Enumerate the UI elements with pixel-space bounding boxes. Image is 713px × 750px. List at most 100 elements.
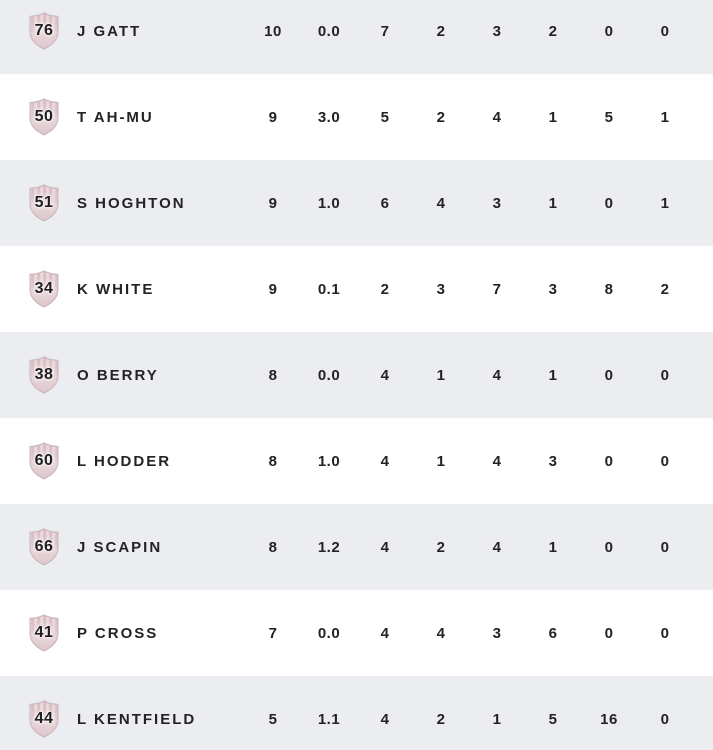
stat-value: 4 (380, 538, 390, 556)
stat-value: 1.1 (317, 710, 341, 728)
stat-value: 8 (604, 280, 614, 298)
player-number: 44 (34, 710, 54, 727)
stat-value: 2 (436, 710, 446, 728)
table-row[interactable]: 50 T AH-MU 9 3.0 5 2 4 1 5 1 (0, 74, 713, 160)
stat-value: 7 (492, 280, 502, 298)
stat-value: 3 (492, 624, 502, 642)
stat-value: 4 (436, 624, 446, 642)
stat-value: 3 (492, 194, 502, 212)
stat-value: 2 (660, 280, 670, 298)
stat-value: 8 (268, 366, 278, 384)
stat-value: 3 (548, 280, 558, 298)
table-row[interactable]: 60 L HODDER 8 1.0 4 1 4 3 0 0 (0, 418, 713, 504)
stat-value: 1 (548, 366, 558, 384)
stat-value: 2 (380, 280, 390, 298)
stat-value: 5 (604, 108, 614, 126)
stat-value: 4 (380, 452, 390, 470)
player-number: 41 (34, 624, 54, 641)
stat-value: 9 (268, 280, 278, 298)
player-number: 60 (34, 452, 54, 469)
player-number: 51 (34, 194, 54, 211)
stat-value: 1 (660, 194, 670, 212)
stat-value: 0.0 (317, 624, 341, 642)
stat-value: 0 (660, 22, 670, 40)
stat-value: 0 (604, 366, 614, 384)
stat-value: 0 (604, 624, 614, 642)
stat-value: 16 (600, 710, 618, 728)
player-number: 38 (34, 366, 54, 383)
player-number: 50 (34, 108, 54, 125)
stat-value: 5 (380, 108, 390, 126)
stat-value: 7 (268, 624, 278, 642)
stat-value: 2 (436, 108, 446, 126)
table-row[interactable]: 34 K WHITE 9 0.1 2 3 7 3 8 2 (0, 246, 713, 332)
table-row[interactable]: 41 P CROSS 7 0.0 4 4 3 6 0 0 (0, 590, 713, 676)
stat-value: 6 (548, 624, 558, 642)
stat-value: 5 (268, 710, 278, 728)
player-number: 34 (34, 280, 54, 297)
stat-value: 1.2 (317, 538, 341, 556)
stat-value: 0 (604, 194, 614, 212)
team-crest-badge: 51 (28, 184, 60, 222)
player-name: J GATT (77, 22, 142, 40)
stat-value: 0 (604, 452, 614, 470)
stat-value: 4 (436, 194, 446, 212)
player-name: K WHITE (77, 280, 155, 298)
player-number: 76 (34, 22, 54, 39)
stat-value: 1.0 (317, 194, 341, 212)
table-row[interactable]: 76 J GATT 10 0.0 7 2 3 2 0 0 (0, 0, 713, 74)
table-row[interactable]: 44 L KENTFIELD 5 1.1 4 2 1 5 16 0 (0, 676, 713, 750)
stat-value: 0 (660, 624, 670, 642)
stat-value: 3.0 (317, 108, 341, 126)
stat-value: 3 (492, 22, 502, 40)
team-crest-badge: 60 (28, 442, 60, 480)
stat-value: 1 (548, 538, 558, 556)
stat-value: 1 (660, 108, 670, 126)
player-name: O BERRY (77, 366, 159, 384)
table-row[interactable]: 38 O BERRY 8 0.0 4 1 4 1 0 0 (0, 332, 713, 418)
stat-value: 6 (380, 194, 390, 212)
table-row[interactable]: 66 J SCAPIN 8 1.2 4 2 4 1 0 0 (0, 504, 713, 590)
team-crest-badge: 50 (28, 98, 60, 136)
player-name: L KENTFIELD (77, 710, 197, 728)
stat-value: 0 (604, 538, 614, 556)
stat-value: 9 (268, 108, 278, 126)
stat-value: 1 (492, 710, 502, 728)
team-crest-badge: 34 (28, 270, 60, 308)
stat-value: 0.0 (317, 366, 341, 384)
stat-value: 10 (264, 22, 282, 40)
team-crest-badge: 76 (28, 12, 60, 50)
player-name: L HODDER (77, 452, 172, 470)
stat-value: 0 (660, 538, 670, 556)
team-crest-badge: 44 (28, 700, 60, 738)
stat-value: 0.0 (317, 22, 341, 40)
stat-value: 3 (436, 280, 446, 298)
team-crest-badge: 66 (28, 528, 60, 566)
stat-value: 1 (436, 366, 446, 384)
stat-value: 2 (548, 22, 558, 40)
stat-value: 4 (380, 710, 390, 728)
stat-value: 3 (548, 452, 558, 470)
stat-value: 1.0 (317, 452, 341, 470)
stat-value: 8 (268, 538, 278, 556)
stat-value: 9 (268, 194, 278, 212)
player-name: J SCAPIN (77, 538, 163, 556)
stat-value: 2 (436, 538, 446, 556)
stat-value: 1 (548, 194, 558, 212)
player-name: S HOGHTON (77, 194, 186, 212)
stat-value: 2 (436, 22, 446, 40)
stat-value: 4 (380, 624, 390, 642)
stat-value: 0 (660, 452, 670, 470)
stat-value: 4 (492, 108, 502, 126)
stat-value: 4 (492, 452, 502, 470)
stat-value: 8 (268, 452, 278, 470)
team-crest-badge: 41 (28, 614, 60, 652)
stat-value: 0.1 (317, 280, 341, 298)
stat-value: 1 (436, 452, 446, 470)
table-row[interactable]: 51 S HOGHTON 9 1.0 6 4 3 1 0 1 (0, 160, 713, 246)
team-crest-badge: 38 (28, 356, 60, 394)
player-name: P CROSS (77, 624, 159, 642)
stat-value: 0 (604, 22, 614, 40)
